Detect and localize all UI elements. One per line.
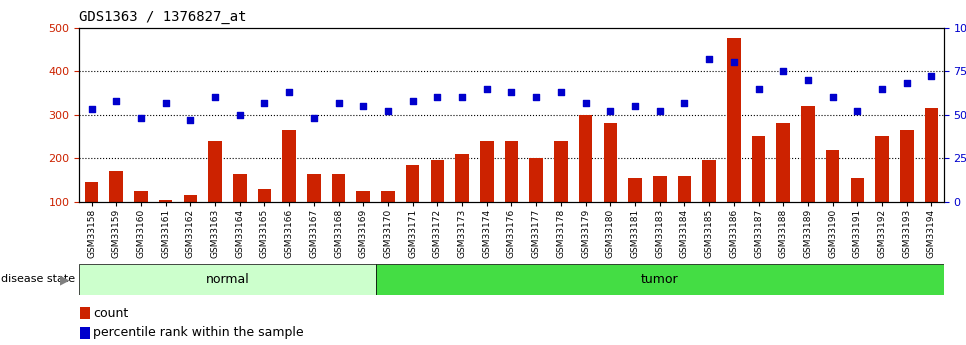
Bar xyxy=(850,178,865,202)
Bar xyxy=(529,158,543,202)
Bar xyxy=(677,176,692,202)
Point xyxy=(652,108,668,114)
Text: normal: normal xyxy=(206,273,249,286)
Bar xyxy=(331,174,346,202)
Point xyxy=(923,73,939,79)
Point xyxy=(355,103,371,109)
Point xyxy=(627,103,642,109)
Bar xyxy=(158,200,173,202)
Bar xyxy=(307,174,321,202)
Bar xyxy=(579,115,592,202)
Bar xyxy=(455,154,469,202)
Bar xyxy=(554,141,568,202)
Text: ▶: ▶ xyxy=(60,273,70,286)
Bar xyxy=(431,160,444,202)
Text: tumor: tumor xyxy=(640,273,678,286)
Bar xyxy=(80,327,90,339)
Text: count: count xyxy=(93,307,128,319)
Point xyxy=(454,95,469,100)
Bar xyxy=(209,141,222,202)
Bar xyxy=(233,174,246,202)
Point xyxy=(504,89,520,95)
Bar xyxy=(504,141,519,202)
Text: percentile rank within the sample: percentile rank within the sample xyxy=(93,326,303,339)
Point xyxy=(603,108,618,114)
Point xyxy=(578,100,593,105)
Point xyxy=(554,89,569,95)
Bar xyxy=(480,141,494,202)
Point xyxy=(776,68,791,74)
Point xyxy=(405,98,420,104)
Bar xyxy=(900,130,914,202)
Point xyxy=(306,116,322,121)
Bar xyxy=(134,191,148,202)
Bar xyxy=(382,191,395,202)
Point xyxy=(850,108,866,114)
Point xyxy=(133,116,149,121)
Point xyxy=(330,100,346,105)
Bar xyxy=(184,195,197,202)
Point xyxy=(528,95,544,100)
Point xyxy=(800,77,815,83)
Bar xyxy=(702,160,716,202)
Point xyxy=(232,112,247,117)
Point xyxy=(108,98,124,104)
Point xyxy=(825,95,840,100)
Bar xyxy=(109,171,123,202)
Bar xyxy=(875,137,889,202)
Bar xyxy=(258,189,271,202)
Point xyxy=(899,81,915,86)
Point xyxy=(751,86,766,91)
FancyBboxPatch shape xyxy=(376,264,944,295)
Bar xyxy=(727,39,741,202)
Point xyxy=(676,100,692,105)
Bar xyxy=(406,165,419,202)
Bar xyxy=(628,178,641,202)
Bar xyxy=(777,124,790,202)
Bar xyxy=(801,106,814,202)
Bar xyxy=(80,307,90,319)
Bar xyxy=(604,124,617,202)
Point xyxy=(874,86,890,91)
Bar xyxy=(924,108,938,202)
Bar xyxy=(282,130,296,202)
FancyBboxPatch shape xyxy=(79,264,376,295)
Point xyxy=(381,108,396,114)
Bar xyxy=(752,137,765,202)
Point xyxy=(281,89,297,95)
Point xyxy=(701,56,717,62)
Bar xyxy=(85,182,99,202)
Text: disease state: disease state xyxy=(1,275,75,284)
Point xyxy=(208,95,223,100)
Point xyxy=(84,107,99,112)
Point xyxy=(430,95,445,100)
Bar xyxy=(653,176,667,202)
Point xyxy=(479,86,495,91)
Point xyxy=(726,60,742,65)
Bar xyxy=(356,191,370,202)
Point xyxy=(257,100,272,105)
Bar xyxy=(826,150,839,202)
Point xyxy=(183,117,198,123)
Point xyxy=(157,100,174,105)
Text: GDS1363 / 1376827_at: GDS1363 / 1376827_at xyxy=(79,10,246,24)
